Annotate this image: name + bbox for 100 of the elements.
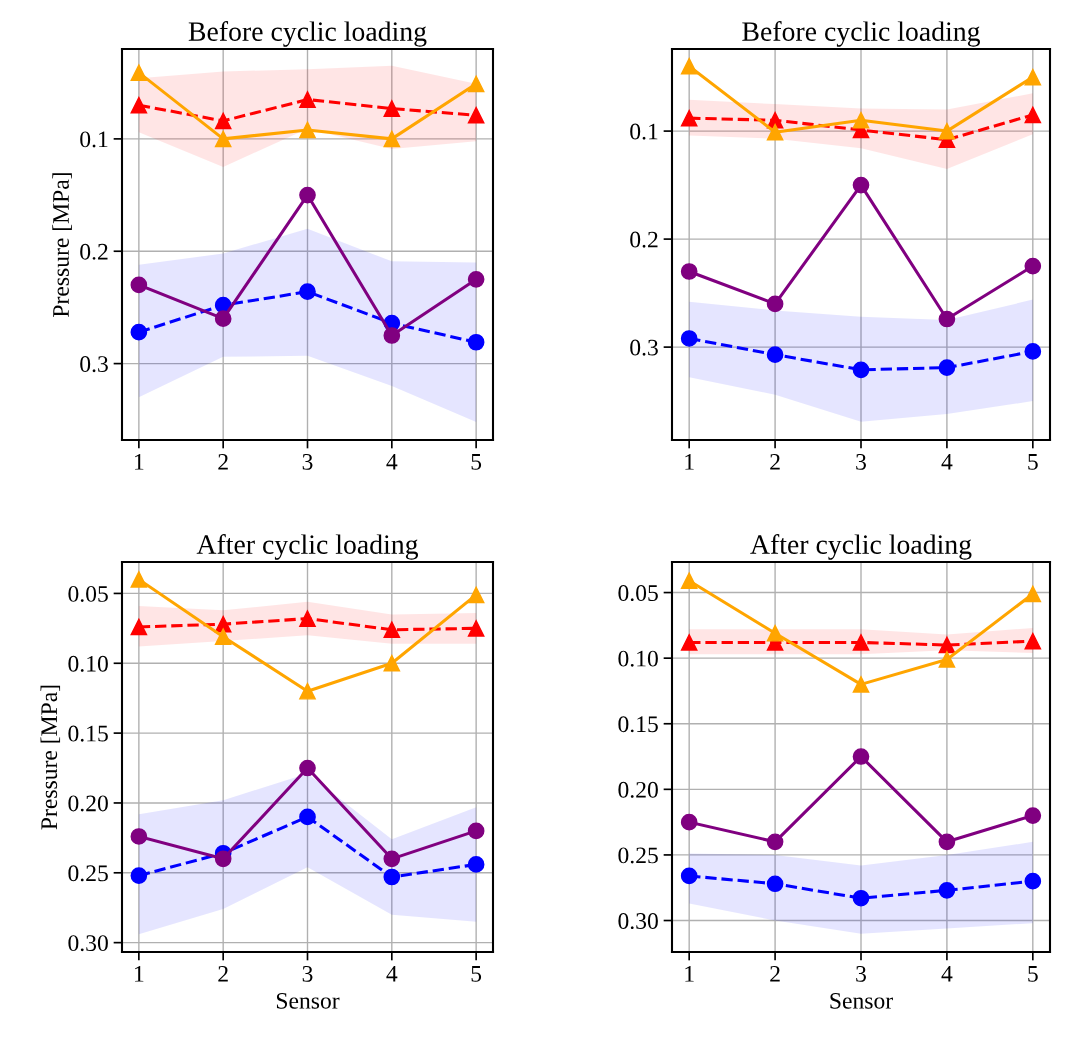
y-tick-label: 0.3 <box>80 356 108 373</box>
x-tick-label: 1 <box>135 965 144 982</box>
y-tick-label: 0.30 <box>618 913 658 930</box>
x-tick-label: 3 <box>856 965 866 982</box>
y-tick-label: 0.05 <box>68 585 108 602</box>
point <box>383 130 401 148</box>
point <box>467 586 485 604</box>
y-tick-label: 0.1 <box>630 123 658 140</box>
y-tick-label: 0.3 <box>630 339 658 356</box>
chart-title: Before cyclic loading <box>742 21 981 47</box>
point <box>299 186 316 204</box>
point <box>938 882 956 899</box>
point <box>467 333 485 351</box>
y-tick-label: 0.05 <box>618 585 658 602</box>
point <box>130 276 148 294</box>
point <box>938 122 956 140</box>
point <box>214 310 232 327</box>
point <box>130 64 148 81</box>
point <box>1024 807 1042 824</box>
x-tick-label: 4 <box>941 966 953 982</box>
point <box>680 867 698 885</box>
x-tick-label: 1 <box>685 965 694 982</box>
point <box>852 748 870 765</box>
x-axis-title: Sensor <box>830 992 893 1009</box>
point <box>130 571 148 588</box>
y-tick-label: 0.1 <box>80 131 108 148</box>
x-tick-label: 2 <box>770 453 780 470</box>
x-tick-label: 5 <box>1028 966 1038 982</box>
point <box>130 323 148 341</box>
point <box>680 330 698 347</box>
y-tick-label: 0.15 <box>618 716 658 733</box>
point <box>130 867 148 884</box>
point <box>214 112 232 130</box>
x-tick-label: 1 <box>685 453 694 470</box>
point <box>130 96 148 114</box>
point <box>383 850 401 868</box>
y-tick-label: 0.25 <box>68 865 108 882</box>
point <box>299 682 316 700</box>
point <box>680 57 698 75</box>
y-tick-label: 0.25 <box>618 847 658 864</box>
point <box>680 263 698 280</box>
y-axis-title: Pressure [MPa] <box>52 173 72 317</box>
point <box>852 676 870 693</box>
point <box>299 610 316 627</box>
point <box>852 889 870 907</box>
point <box>938 359 956 376</box>
point <box>766 833 784 851</box>
point <box>299 759 316 777</box>
point <box>1024 106 1042 124</box>
point <box>130 618 148 636</box>
point <box>130 828 148 845</box>
point <box>383 654 401 672</box>
x-tick-label: 2 <box>770 965 780 982</box>
point <box>383 868 401 886</box>
point <box>1024 343 1042 360</box>
chart-title: Before cyclic loading <box>188 21 427 47</box>
point <box>299 283 316 301</box>
point <box>938 833 956 851</box>
chart-title: After cyclic loading <box>750 534 972 560</box>
point <box>383 327 401 344</box>
y-tick-label: 0.10 <box>68 655 108 672</box>
x-tick-label: 5 <box>471 966 482 982</box>
point <box>383 100 401 117</box>
x-tick-label: 4 <box>386 454 398 470</box>
point <box>680 109 698 127</box>
x-tick-label: 4 <box>386 966 398 982</box>
point <box>467 620 485 637</box>
point <box>1024 257 1042 275</box>
point <box>299 121 316 139</box>
x-tick-label: 5 <box>1028 454 1038 470</box>
point <box>383 621 401 639</box>
point <box>214 130 232 148</box>
y-tick-label: 0.2 <box>630 231 658 248</box>
point <box>852 634 870 651</box>
y-tick-label: 0.20 <box>618 781 658 798</box>
x-tick-label: 3 <box>856 453 866 470</box>
point <box>766 123 784 141</box>
point <box>467 106 485 124</box>
point <box>852 111 870 129</box>
y-tick-label: 0.20 <box>68 795 108 812</box>
chart-title: After cyclic loading <box>196 534 419 560</box>
point <box>467 856 485 873</box>
y-tick-label: 0.10 <box>618 650 658 667</box>
point <box>467 270 485 288</box>
point <box>1024 632 1042 650</box>
x-axis-title: Sensor <box>276 992 340 1009</box>
point <box>852 176 870 194</box>
y-tick-label: 0.2 <box>80 243 108 260</box>
point <box>766 624 784 642</box>
point <box>214 628 232 646</box>
point <box>680 813 698 831</box>
y-tick-label: 0.15 <box>68 725 108 742</box>
point <box>1024 585 1042 603</box>
point <box>1024 872 1042 890</box>
point <box>938 310 956 328</box>
x-tick-label: 1 <box>135 453 144 470</box>
x-tick-label: 2 <box>218 965 228 982</box>
x-tick-label: 2 <box>218 453 228 470</box>
point <box>852 361 870 379</box>
x-tick-label: 3 <box>302 965 313 982</box>
